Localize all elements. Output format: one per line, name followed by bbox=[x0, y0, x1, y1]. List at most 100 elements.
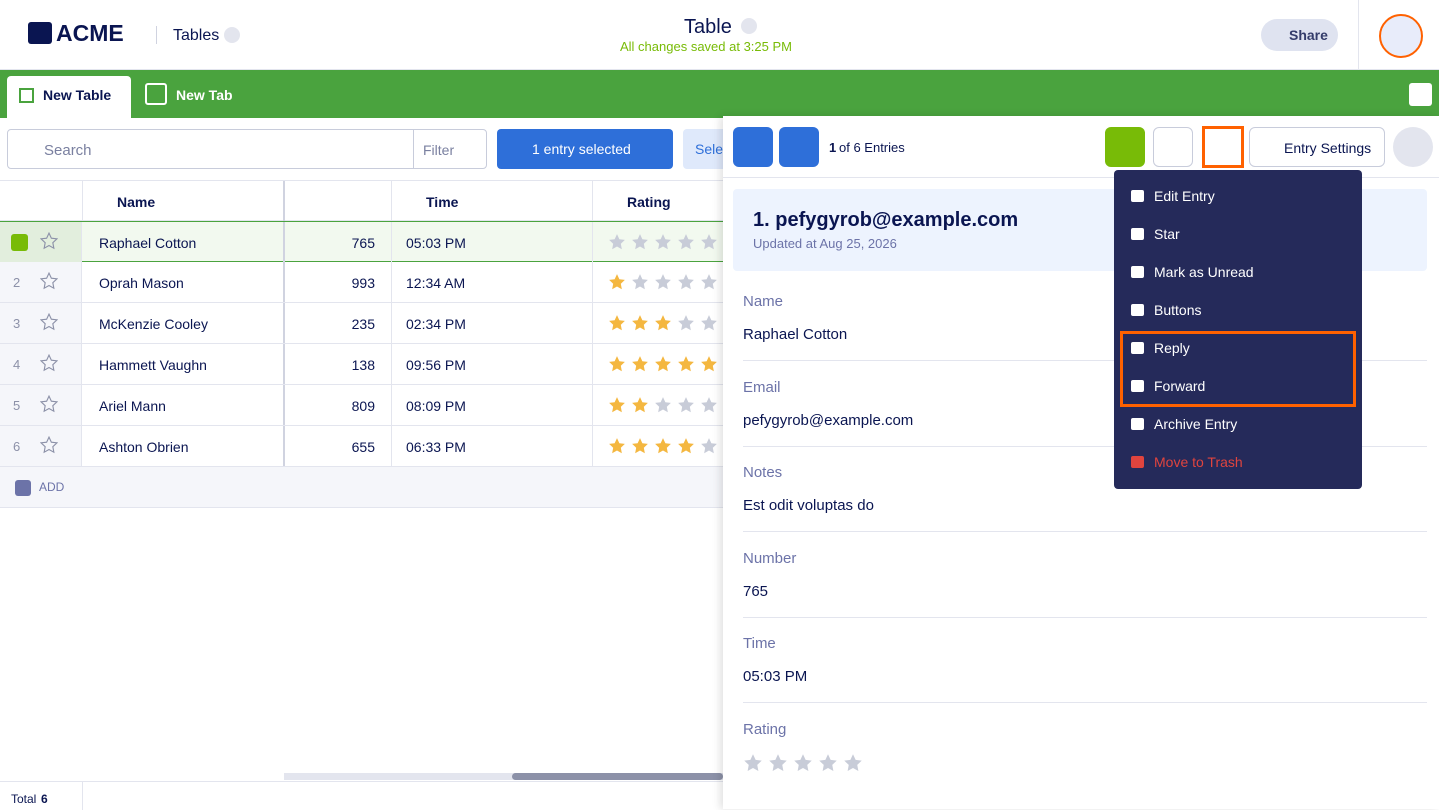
table-row[interactable]: 6 Ashton Obrien 655 06:33 PM bbox=[0, 426, 723, 467]
rating-stars bbox=[608, 273, 723, 294]
cell-time: 06:33 PM bbox=[406, 439, 466, 455]
cell-name: Raphael Cotton bbox=[99, 235, 197, 251]
table-row[interactable]: 2 Oprah Mason 993 12:34 AM bbox=[0, 262, 723, 303]
selection-label: 1 entry selected bbox=[532, 141, 631, 157]
star bbox=[609, 356, 625, 372]
row-number: 5 bbox=[13, 398, 21, 413]
cell-name: McKenzie Cooley bbox=[99, 316, 208, 332]
table-row[interactable]: 5 Ariel Mann 809 08:09 PM bbox=[0, 385, 723, 426]
close-button[interactable] bbox=[1393, 127, 1433, 167]
menu-item[interactable]: Edit Entry bbox=[1114, 177, 1362, 215]
menu-item[interactable]: Forward bbox=[1114, 367, 1362, 405]
col-divider bbox=[283, 222, 285, 262]
col-divider bbox=[391, 344, 392, 384]
share-label: Share bbox=[1289, 27, 1328, 43]
context-menu: Edit Entry Star Mark as Unread Buttons Reply… bbox=[1114, 170, 1362, 489]
footer: Total 6 bbox=[0, 781, 723, 810]
print-button[interactable] bbox=[1153, 127, 1193, 167]
menu-item[interactable]: Mark as Unread bbox=[1114, 253, 1362, 291]
cell-time: 05:03 PM bbox=[406, 235, 466, 251]
filter-label[interactable]: Filter bbox=[423, 142, 455, 158]
col-divider bbox=[283, 426, 285, 466]
add-row[interactable]: ADD bbox=[0, 467, 723, 508]
cell-name: Hammett Vaughn bbox=[99, 357, 207, 373]
table-row[interactable]: 4 Hammett Vaughn 138 09:56 PM bbox=[0, 344, 723, 385]
menu-item[interactable]: Buttons bbox=[1114, 291, 1362, 329]
menu-item[interactable]: Move to Trash bbox=[1114, 443, 1362, 481]
doc-title[interactable]: Table bbox=[684, 16, 732, 38]
star bbox=[632, 274, 648, 290]
entry-title: 1. pefygyrob@example.com bbox=[753, 209, 1019, 231]
avatar[interactable] bbox=[1379, 14, 1423, 58]
entry-settings-button[interactable]: Entry Settings bbox=[1249, 127, 1385, 167]
new-tab-label[interactable]: New Tab bbox=[176, 87, 233, 103]
table-row[interactable]: Raphael Cotton 765 05:03 PM bbox=[0, 221, 723, 262]
star bbox=[655, 234, 671, 250]
star bbox=[701, 356, 717, 372]
menu-label: Forward bbox=[1154, 378, 1206, 394]
col-divider bbox=[283, 303, 285, 343]
menu-item[interactable]: Star bbox=[1114, 215, 1362, 253]
row-star[interactable] bbox=[39, 394, 59, 413]
field-separator bbox=[743, 616, 1427, 618]
header: ACME Tables Table All changes saved at 3… bbox=[0, 0, 1439, 70]
menu-item[interactable]: Archive Entry bbox=[1114, 405, 1362, 443]
logo-icon bbox=[28, 22, 52, 44]
star bbox=[609, 274, 625, 290]
entry-position: 1 bbox=[829, 140, 837, 155]
star bbox=[632, 356, 648, 372]
row-star[interactable] bbox=[39, 353, 59, 372]
star bbox=[655, 397, 671, 413]
row-star[interactable] bbox=[39, 271, 59, 290]
selection-chip[interactable]: 1 entry selected bbox=[497, 129, 673, 169]
download-button[interactable] bbox=[1105, 127, 1145, 167]
cell-time: 08:09 PM bbox=[406, 398, 466, 414]
menu-icon bbox=[1131, 228, 1144, 240]
col-divider bbox=[283, 344, 285, 384]
next-entry[interactable] bbox=[779, 127, 819, 167]
row-star[interactable] bbox=[39, 231, 59, 250]
star bbox=[701, 397, 717, 413]
row-gutter bbox=[0, 344, 82, 384]
star bbox=[819, 753, 837, 771]
table: Name Time Rating Raphael Cotton 765 05:03 … bbox=[0, 180, 723, 809]
row-star[interactable] bbox=[39, 312, 59, 331]
menu-label: Reply bbox=[1154, 340, 1190, 356]
table-row[interactable]: 3 McKenzie Cooley 235 02:34 PM bbox=[0, 303, 723, 344]
star bbox=[678, 356, 694, 372]
col-divider bbox=[391, 222, 392, 262]
field-label: Notes bbox=[743, 464, 783, 481]
select-button[interactable]: Sele bbox=[683, 129, 723, 169]
menu-item[interactable]: Reply bbox=[1114, 329, 1362, 367]
col-divider bbox=[283, 385, 285, 425]
tab[interactable]: New Table bbox=[7, 76, 131, 118]
col-divider bbox=[391, 303, 392, 343]
star bbox=[609, 234, 625, 250]
field-value: 05:03 PM bbox=[743, 668, 808, 685]
star bbox=[655, 274, 671, 290]
new-tab-icon[interactable] bbox=[145, 83, 167, 105]
star bbox=[609, 315, 625, 331]
share-button[interactable]: Share bbox=[1261, 19, 1338, 51]
row-star[interactable] bbox=[39, 435, 59, 454]
star bbox=[678, 438, 694, 454]
add-icon bbox=[15, 480, 31, 496]
search-box[interactable]: Search Filter bbox=[7, 129, 487, 169]
more-button[interactable] bbox=[1202, 126, 1244, 168]
cell-time: 02:34 PM bbox=[406, 316, 466, 332]
cell-number: 765 bbox=[351, 235, 375, 251]
tab-label: New Table bbox=[43, 87, 112, 103]
field-separator bbox=[743, 702, 1427, 703]
menu-button[interactable] bbox=[1409, 83, 1432, 106]
total-label: Total bbox=[11, 792, 37, 806]
app-switcher[interactable]: Tables bbox=[173, 27, 220, 44]
prev-entry[interactable] bbox=[733, 127, 773, 167]
col-divider bbox=[592, 426, 593, 466]
column-header[interactable]: Rating bbox=[627, 194, 671, 210]
menu-icon bbox=[1131, 304, 1144, 316]
row-checkbox[interactable] bbox=[11, 234, 28, 251]
column-header[interactable]: Time bbox=[426, 194, 459, 210]
column-header[interactable]: Name bbox=[117, 194, 156, 210]
row-number: 2 bbox=[13, 275, 21, 290]
star bbox=[609, 438, 625, 454]
